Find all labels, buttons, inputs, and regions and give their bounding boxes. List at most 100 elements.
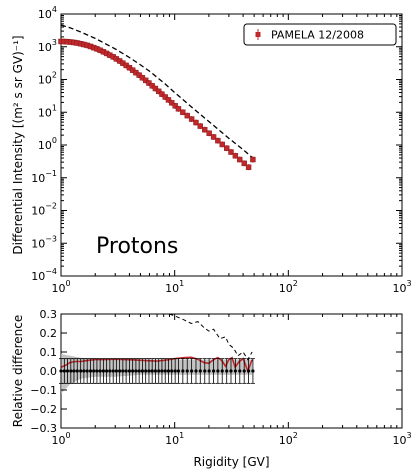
top-x-tick-label: 101 [165,279,184,295]
bottom-data-point [124,369,128,373]
bottom-data-point [251,369,255,373]
top-y-tick-label: 10−1 [31,169,57,185]
bottom-data-point [157,369,161,373]
bottom-data-point [95,369,99,373]
bottom-data-point [85,369,89,373]
bottom-data-point [134,369,138,373]
top-y-axis-label: Differential Intensity [(m² s sr GV)⁻¹] [11,35,25,254]
top-x-tick-label: 103 [392,279,411,295]
bottom-data-point [233,369,237,373]
bottom-data-point [108,369,112,373]
x-axis-label: Rigidity [GV] [193,455,269,469]
top-data-point [202,126,208,133]
bottom-data-point [185,369,189,373]
bottom-data-point [216,369,220,373]
top-data-point [159,91,165,97]
bottom-y-tick-label: 0.0 [40,365,58,378]
bottom-data-point [127,369,132,373]
bottom-data-point [153,369,158,373]
top-data-point [197,123,203,129]
bottom-data-point [211,369,216,373]
top-data-point [169,100,175,106]
bottom-data-point [242,369,246,373]
bottom-y-tick-label: 0.3 [40,308,58,321]
bottom-data-point [173,369,177,373]
bottom-data-point [181,369,185,373]
bottom-data-point [140,369,144,373]
top-data-point [210,134,217,140]
top-data-point [224,145,230,151]
bottom-data-point [65,369,70,373]
legend-box [243,23,397,46]
top-data-point [193,119,199,126]
bottom-x-tick-label: 102 [279,431,298,447]
bottom-data-point [225,369,229,373]
bottom-y-tick-label: −0.3 [30,422,57,435]
protons-annotation: Protons [96,234,178,259]
bottom-data-point [79,369,83,373]
top-data-point [250,156,256,163]
top-data-point [232,153,239,159]
top-y-tick-label: 104 [38,5,57,21]
top-data-point [162,94,168,100]
bottom-data-point [194,369,198,373]
top-data-point [180,109,186,115]
bottom-data-point [105,369,109,373]
bottom-data-point [121,369,125,373]
bottom-data-point [176,369,181,373]
legend-label: PAMELA 12/2008 [271,29,364,42]
top-data-point [156,88,162,95]
bottom-data-point [131,369,135,373]
bottom-data-point [198,369,202,373]
bottom-data-point [166,369,171,373]
bottom-data-point [98,369,102,373]
top-y-tick-label: 103 [38,38,57,54]
uncertainty-band [61,353,253,394]
top-x-tick-label: 100 [51,279,70,295]
bottom-data-point [118,369,122,373]
top-y-tick-label: 10−3 [31,234,57,250]
bottom-data-point [207,369,211,373]
top-data-point [237,156,243,163]
bottom-data-point [163,369,167,373]
bottom-data-point [190,369,194,373]
bottom-panel: 100 101 102 103 −0.3 −0.2 −0.1 0.0 0.1 0.2 0.3 Rel… [11,308,412,469]
bottom-data-point [114,369,118,373]
bottom-data-point [137,369,141,373]
bottom-data-point [82,369,86,373]
top-data-point [188,116,195,122]
top-data-point [206,130,212,136]
top-data-point [245,164,252,170]
bottom-data-point [238,369,242,373]
top-data-point [152,85,159,92]
bottom-data-point [220,369,224,373]
bottom-data-point [72,369,76,373]
bottom-data-point [203,369,207,373]
top-x-tick-label: 102 [279,279,298,295]
bottom-data-point [147,369,151,373]
top-data-point [219,141,225,148]
bottom-data-point [69,369,73,373]
top-data-point [165,97,172,103]
bottom-data-point [75,369,79,373]
top-panel: 100 101 102 103 10−4 10−3 10−2 10−1 100 101 102 103… [11,5,412,295]
bottom-x-tick-label: 100 [51,431,70,447]
bottom-dashed-model-line [169,313,253,361]
top-data-point [175,106,182,112]
bottom-data-point [101,369,105,373]
bottom-y-tick-label: 0.1 [40,346,58,359]
bottom-y-tick-label: −0.1 [30,384,57,397]
bottom-data-point [229,369,233,373]
top-data-point [215,137,221,144]
bottom-y-axis-label: Relative difference [11,315,25,427]
bottom-y-tick-label: 0.2 [40,327,58,340]
top-y-tick-label: 10−2 [31,202,57,218]
top-y-tick-label: 102 [38,71,57,87]
bottom-data-point [160,369,164,373]
bottom-data-point [170,369,174,373]
top-data-point [228,149,234,155]
bottom-data-point [150,369,154,373]
legend: PAMELA 12/2008 [243,23,397,46]
top-data-point [241,160,247,167]
